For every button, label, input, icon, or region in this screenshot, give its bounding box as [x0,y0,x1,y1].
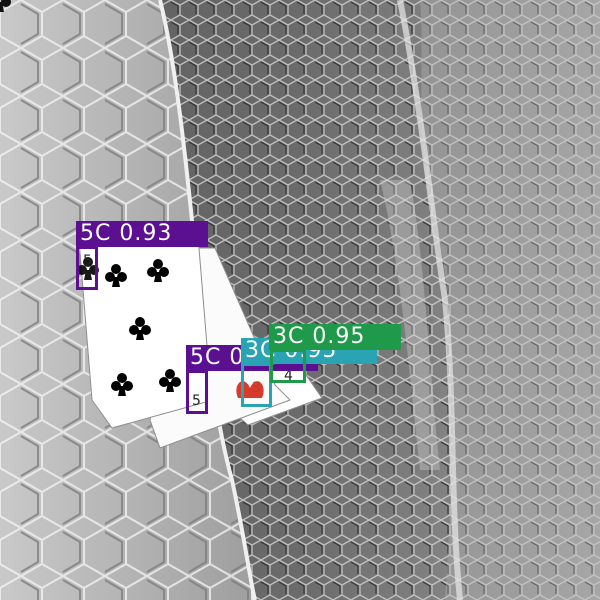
label-class: 5C [80,221,112,246]
detection-label-5c-top: 5C 0.93 [76,221,208,247]
detection-label-3c-green: 3C 0.95 [269,324,401,350]
detection-box-3c-green [270,349,306,383]
svg-text:4: 4 [284,368,293,384]
label-class: 5C [190,345,222,370]
svg-text:5: 5 [192,393,201,409]
label-class: 3C [273,324,305,349]
detection-box-5c-bottom [186,370,208,414]
club-pip [0,0,11,12]
label-confidence: 0.93 [119,221,173,246]
svg-text:5: 5 [83,253,92,269]
detection-box-3c-teal [241,363,272,407]
detection-box-5c-top [76,246,98,290]
label-confidence: 0.95 [312,324,366,349]
svg-text:3: 3 [252,380,261,396]
